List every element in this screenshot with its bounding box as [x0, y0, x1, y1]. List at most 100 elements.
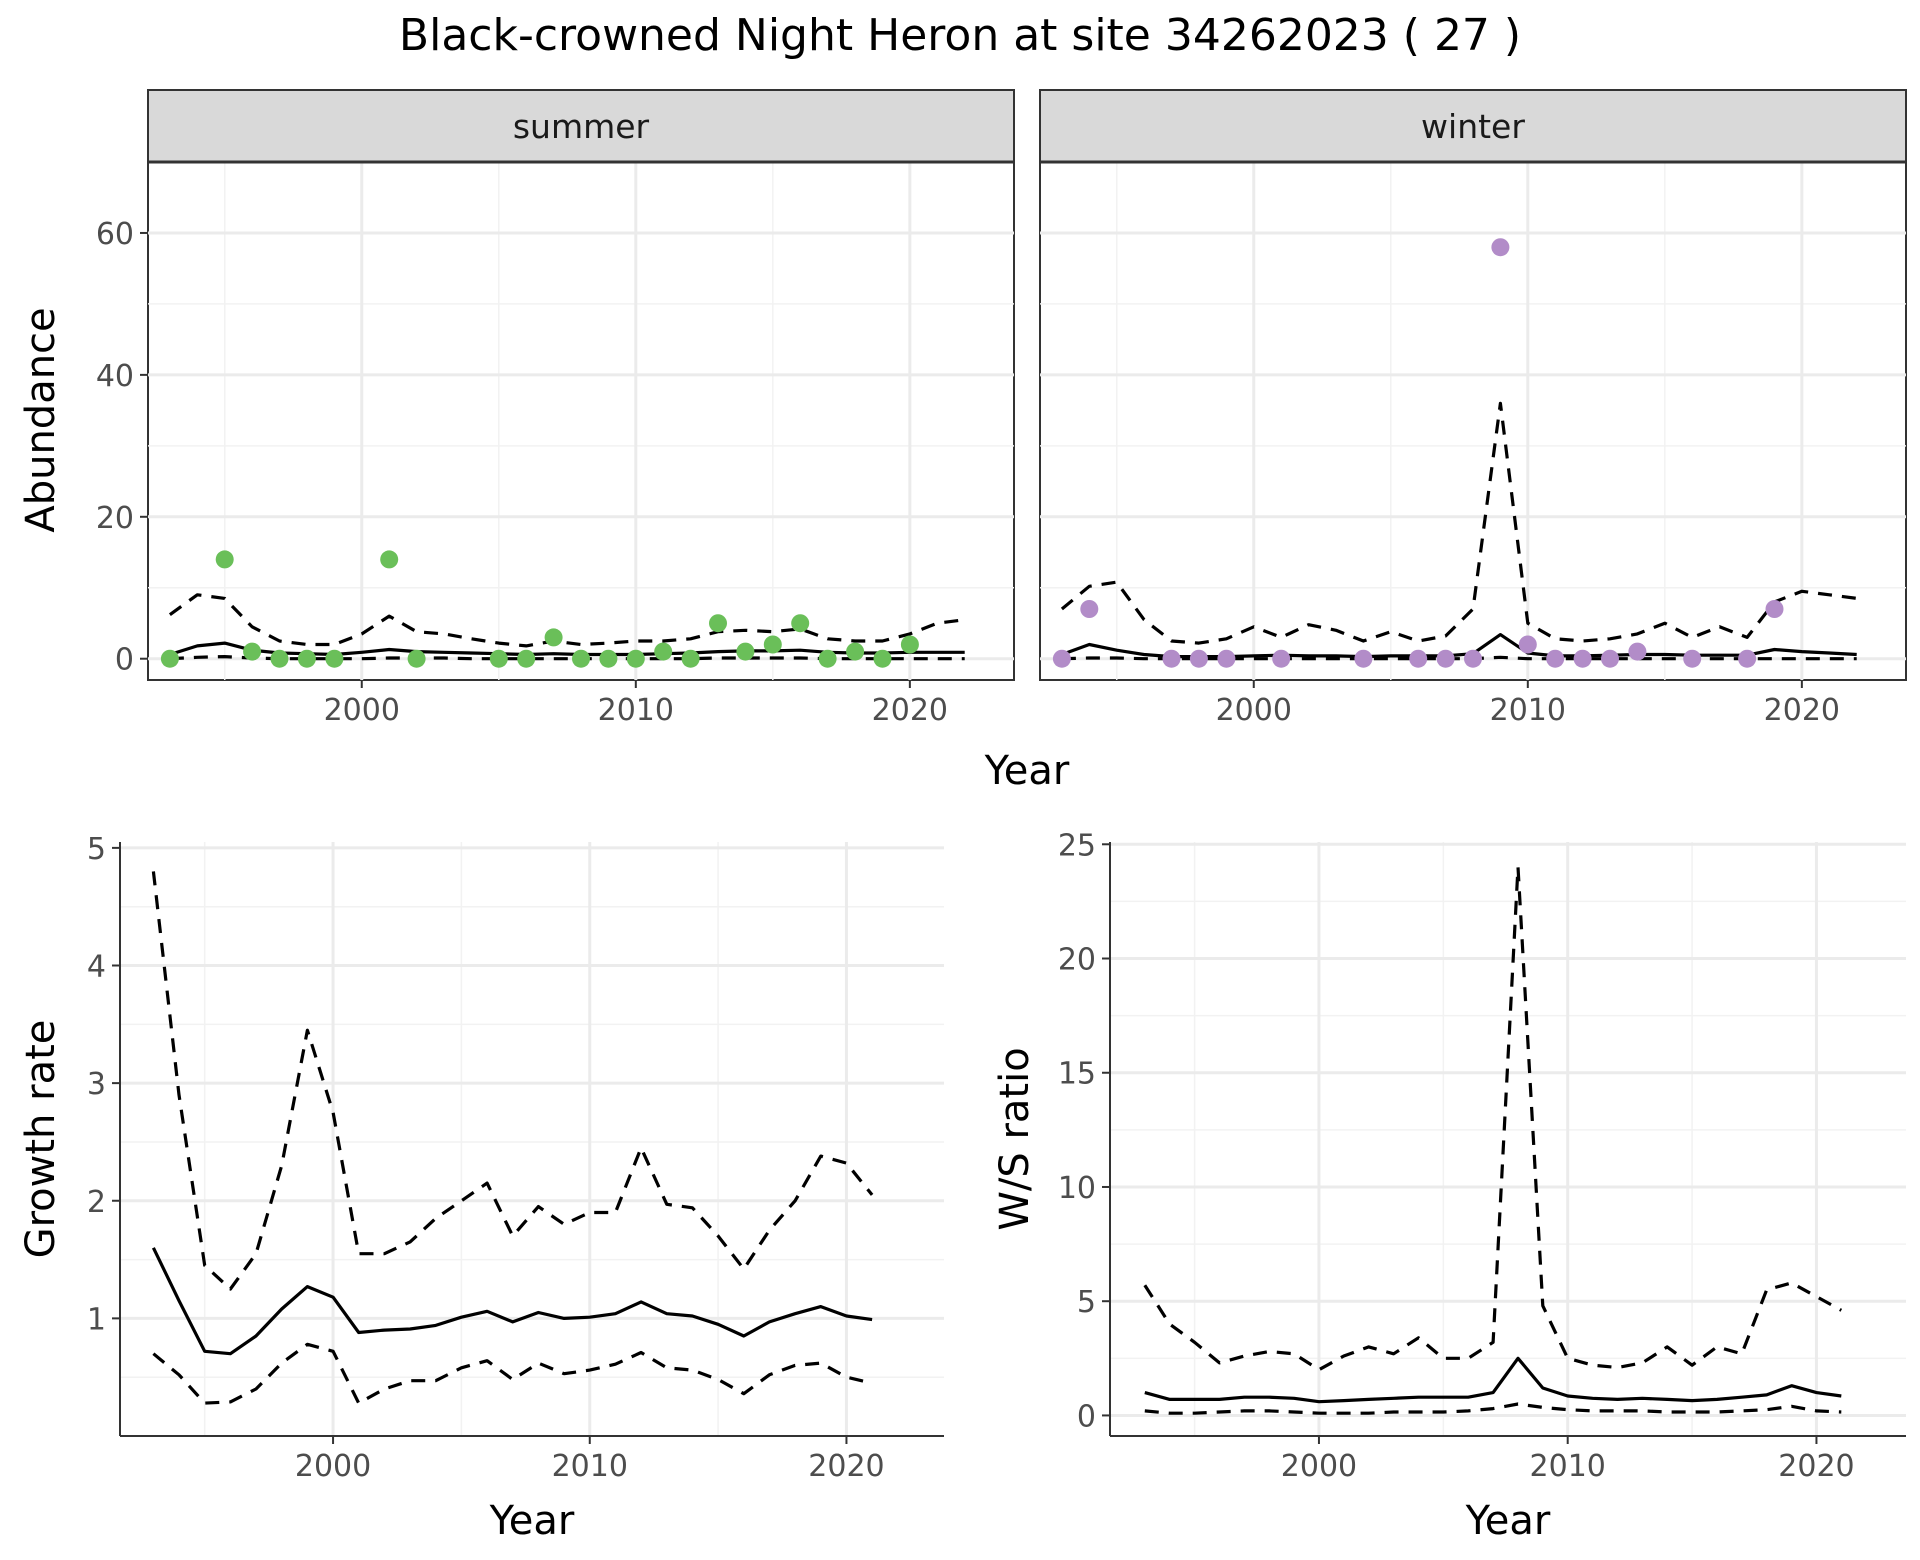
observation-point-summer — [599, 649, 618, 668]
ws-x-tick-label: 2020 — [1778, 1449, 1854, 1484]
x-ticks-ws: 2000 2010 2020 — [1281, 1436, 1855, 1484]
observation-point-summer — [544, 628, 563, 647]
upper-bound-line-summer — [168, 593, 965, 648]
observation-point-summer — [270, 649, 289, 668]
y-axis-title-ws: W/S ratio — [992, 1047, 1038, 1230]
ws-y-tick-label: 20 — [1058, 943, 1096, 978]
growth-x-tick-label: 2000 — [295, 1449, 371, 1484]
abundance-y-tick-label: 0 — [115, 643, 134, 678]
observation-point-winter — [1464, 649, 1482, 668]
ws-y-tick-label: 5 — [1077, 1285, 1096, 1320]
abundance-y-tick-label: 60 — [96, 217, 134, 252]
growth-y-tick-label: 1 — [87, 1302, 106, 1337]
observation-point-winter — [1052, 649, 1071, 668]
growth-y-tick-label: 5 — [87, 832, 106, 867]
observation-point-winter — [1628, 642, 1647, 661]
upper-line-growth — [151, 871, 874, 1291]
observation-point-summer — [407, 649, 426, 668]
growth-y-tick-label: 3 — [87, 1067, 106, 1102]
observation-point-summer — [215, 550, 234, 569]
growth-y-tick-label: 2 — [87, 1185, 106, 1220]
grid-growth — [120, 842, 944, 1436]
x-ticks-summer: 2000 2010 2020 — [324, 680, 948, 728]
ws-y-tick-label: 15 — [1058, 1057, 1096, 1092]
observation-point-winter — [1546, 649, 1565, 668]
y-ticks-ws: 0 5 10 15 20 25 — [1058, 828, 1110, 1434]
observation-point-summer — [160, 649, 179, 668]
upper-bound-line-winter — [1060, 401, 1857, 645]
observation-point-summer — [626, 649, 645, 668]
observation-point-winter — [1683, 649, 1702, 668]
observation-point-summer — [297, 649, 316, 668]
observation-point-summer — [380, 550, 399, 569]
y-ticks-abundance: 0 20 40 60 — [96, 217, 148, 678]
growth-x-tick-label: 2010 — [552, 1449, 628, 1484]
fit-line-ws — [1144, 1356, 1842, 1404]
observation-point-winter — [1162, 649, 1181, 668]
marks-summer — [160, 550, 965, 668]
observation-point-winter — [1601, 649, 1619, 668]
observation-point-summer — [572, 649, 590, 668]
y-ticks-growth: 1 2 3 4 5 — [87, 832, 120, 1337]
fit-line-growth — [151, 1247, 873, 1356]
observation-point-summer — [325, 649, 344, 668]
y-axis-title-growth: Growth rate — [18, 1020, 64, 1259]
observation-point-summer — [489, 649, 508, 668]
facet-strip-winter — [1039, 89, 1907, 163]
observation-point-winter — [1518, 635, 1537, 654]
x-axis-title-abundance: Year — [984, 748, 1070, 794]
ws-x-tick-label: 2000 — [1281, 1449, 1357, 1484]
facet-summer: summer 2000 2010 2020 — [147, 89, 1015, 728]
observation-point-summer — [846, 642, 865, 661]
observation-point-winter — [1217, 649, 1236, 668]
panel-border-winter — [1039, 161, 1907, 681]
growth-x-tick-label: 2020 — [808, 1449, 884, 1484]
ws-ratio-chart: 2000 2010 2020 0 5 10 15 20 25 Year W/S ratio — [992, 828, 1906, 1544]
lower-line-ws — [1144, 1402, 1842, 1415]
observation-point-winter — [1738, 649, 1757, 668]
winter-x-tick-label: 2000 — [1216, 693, 1292, 728]
observation-point-summer — [900, 635, 919, 654]
observation-point-winter — [1436, 649, 1455, 668]
observation-point-winter — [1573, 649, 1592, 668]
observation-point-summer — [791, 614, 810, 633]
marks-winter — [1052, 238, 1857, 668]
summer-x-tick-label: 2000 — [324, 693, 400, 728]
observation-point-summer — [681, 649, 700, 668]
observation-point-summer — [736, 642, 755, 661]
observation-point-winter — [1189, 649, 1208, 668]
growth-rate-chart: 2000 2010 2020 1 2 3 4 5 Year Growth rate — [18, 832, 944, 1544]
growth-y-tick-label: 4 — [87, 950, 106, 985]
observation-point-summer — [818, 649, 837, 668]
x-ticks-winter: 2000 2010 2020 — [1216, 680, 1840, 728]
facet-strip-label-summer: summer — [513, 107, 650, 146]
facet-winter: winter 2000 2010 2020 — [1039, 89, 1907, 728]
x-axis-title-growth: Year — [489, 1498, 575, 1544]
observation-point-winter — [1080, 600, 1099, 618]
panel-border-summer — [147, 161, 1015, 681]
marks-growth — [151, 871, 874, 1405]
observation-point-winter — [1354, 649, 1373, 668]
lower-line-growth — [152, 1342, 873, 1405]
observation-point-winter — [1765, 600, 1784, 618]
observation-point-winter — [1491, 238, 1510, 257]
summer-x-tick-label: 2010 — [598, 693, 674, 728]
observation-point-summer — [243, 642, 262, 661]
observation-point-winter — [1272, 649, 1291, 668]
observation-point-summer — [873, 649, 892, 668]
facet-strip-summer — [147, 89, 1015, 163]
ws-y-tick-label: 25 — [1058, 828, 1096, 863]
observation-point-summer — [654, 642, 673, 661]
observation-point-summer — [709, 614, 727, 633]
winter-x-tick-label: 2010 — [1490, 693, 1566, 728]
observation-point-winter — [1409, 649, 1428, 668]
observation-point-summer — [763, 635, 782, 654]
facet-strip-label-winter: winter — [1421, 107, 1525, 146]
marks-ws — [1143, 865, 1843, 1415]
abundance-chart: summer 2000 2010 2020 winter 2000 2010 2020 … — [18, 89, 1907, 794]
figure-title: Black-crowned Night Heron at site 342620… — [399, 10, 1521, 61]
abundance-y-tick-label: 40 — [96, 359, 134, 394]
winter-x-tick-label: 2020 — [1764, 693, 1840, 728]
ws-y-tick-label: 0 — [1077, 1399, 1096, 1434]
